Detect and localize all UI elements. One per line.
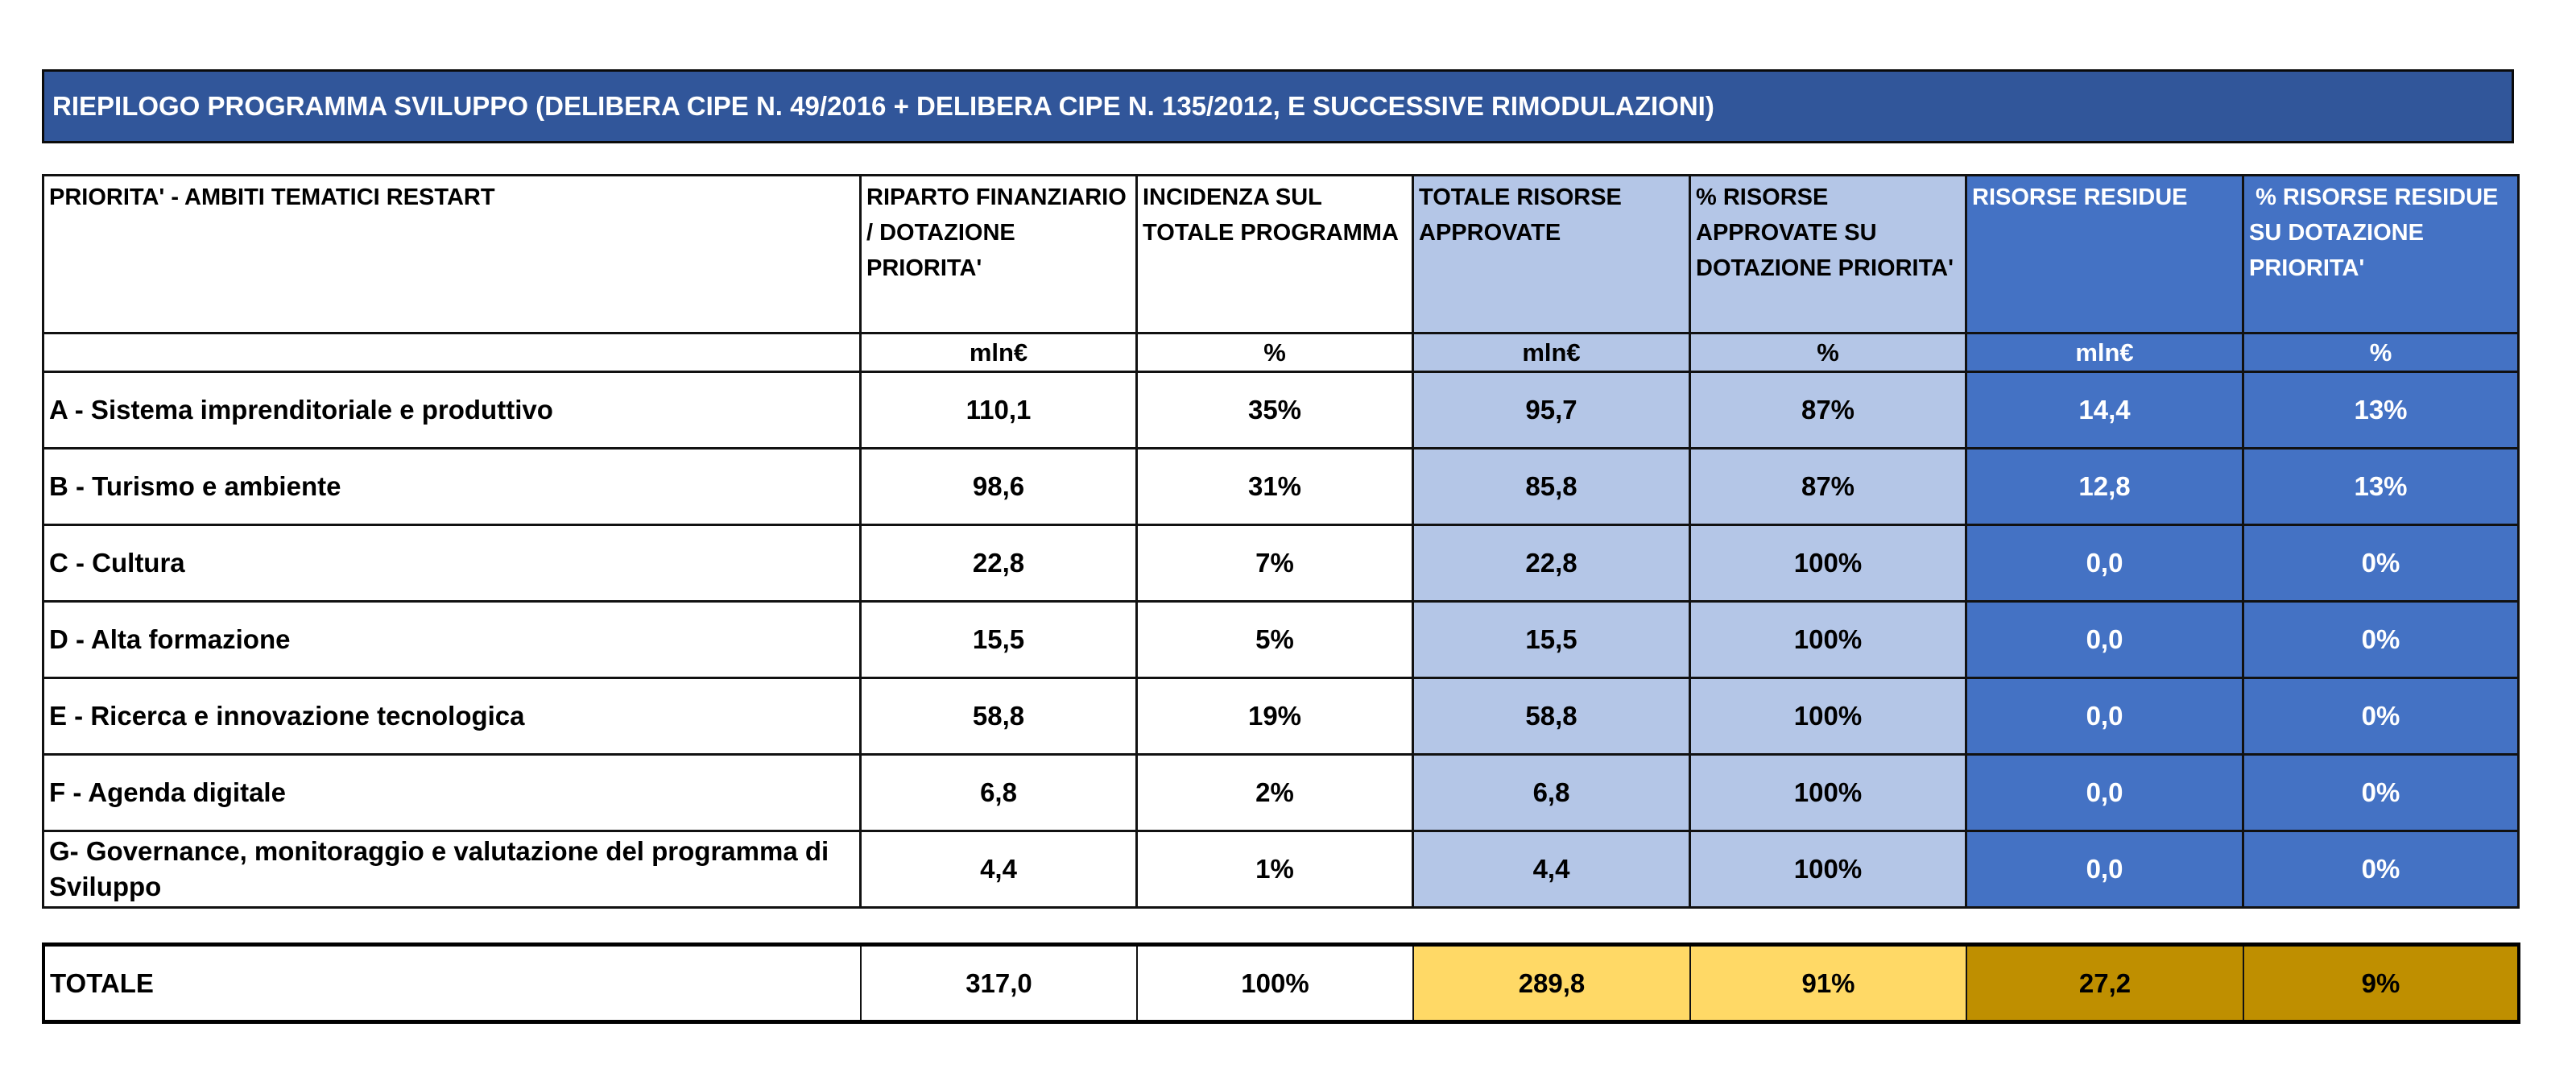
row-approvate: 85,8 (1412, 447, 1691, 526)
row-residue: 0,0 (1965, 677, 2244, 756)
row-label: B - Turismo e ambiente (42, 447, 862, 526)
row-incidenza: 2% (1135, 753, 1414, 832)
row-label: F - Agenda digitale (42, 753, 862, 832)
row-approvate: 15,5 (1412, 600, 1691, 679)
row-pct-approvate: 87% (1689, 447, 1967, 526)
row-residue: 12,8 (1965, 447, 2244, 526)
row-pct-residue: 0% (2242, 524, 2520, 603)
row-approvate: 58,8 (1412, 677, 1691, 756)
row-label: D - Alta formazione (42, 600, 862, 679)
row-label: C - Cultura (42, 524, 862, 603)
header-priorita: PRIORITA' - AMBITI TEMATICI RESTART (42, 174, 862, 334)
total-residue: 27,2 (1966, 944, 2244, 1022)
row-incidenza: 5% (1135, 600, 1414, 679)
row-pct-residue: 0% (2242, 830, 2520, 909)
total-riparto: 317,0 (860, 944, 1138, 1022)
table-row: A - Sistema imprenditoriale e produttivo… (42, 371, 2520, 450)
total-incidenza: 100% (1136, 944, 1414, 1022)
row-residue: 0,0 (1965, 753, 2244, 832)
row-label: G- Governance, monitoraggio e valutazion… (42, 830, 862, 909)
total-pct-residue: 9% (2243, 944, 2520, 1022)
row-residue: 0,0 (1965, 830, 2244, 909)
header-pct-residue: % RISORSE RESIDUE SU DOTAZIONE PRIORITA' (2242, 174, 2520, 334)
row-pct-approvate: 100% (1689, 600, 1967, 679)
table-row: G- Governance, monitoraggio e valutazion… (42, 830, 2520, 909)
row-residue: 0,0 (1965, 600, 2244, 679)
row-riparto: 6,8 (859, 753, 1138, 832)
row-approvate: 6,8 (1412, 753, 1691, 832)
total-row: TOTALE 317,0 100% 289,8 91% 27,2 9% (43, 944, 2520, 1022)
row-riparto: 58,8 (859, 677, 1138, 756)
units-row: mln€ % mln€ % mln€ % (42, 332, 2520, 373)
unit-cell: % (2242, 332, 2520, 373)
row-approvate: 4,4 (1412, 830, 1691, 909)
table-row: C - Cultura 22,8 7% 22,8 100% 0,0 0% (42, 524, 2520, 603)
row-label: E - Ricerca e innovazione tecnologica (42, 677, 862, 756)
row-riparto: 22,8 (859, 524, 1138, 603)
row-residue: 0,0 (1965, 524, 2244, 603)
row-incidenza: 7% (1135, 524, 1414, 603)
row-incidenza: 1% (1135, 830, 1414, 909)
row-pct-approvate: 100% (1689, 524, 1967, 603)
row-approvate: 95,7 (1412, 371, 1691, 450)
row-riparto: 4,4 (859, 830, 1138, 909)
row-pct-approvate: 100% (1689, 753, 1967, 832)
header-pct-approvate: % RISORSE APPROVATE SU DOTAZIONE PRIORIT… (1689, 174, 1967, 334)
row-pct-residue: 0% (2242, 753, 2520, 832)
table-row: D - Alta formazione 15,5 5% 15,5 100% 0,0 0% (42, 600, 2520, 679)
row-approvate: 22,8 (1412, 524, 1691, 603)
row-riparto: 98,6 (859, 447, 1138, 526)
page-title: RIEPILOGO PROGRAMMA SVILUPPO (DELIBERA C… (42, 69, 2514, 143)
total-table: TOTALE 317,0 100% 289,8 91% 27,2 9% (42, 942, 2520, 1024)
row-pct-residue: 0% (2242, 600, 2520, 679)
header-row: PRIORITA' - AMBITI TEMATICI RESTART RIPA… (42, 174, 2520, 334)
row-pct-residue: 13% (2242, 371, 2520, 450)
row-label: A - Sistema imprenditoriale e produttivo (42, 371, 862, 450)
row-pct-approvate: 87% (1689, 371, 1967, 450)
unit-cell: % (1135, 332, 1414, 373)
row-pct-residue: 0% (2242, 677, 2520, 756)
header-totale-approvate: TOTALE RISORSE APPROVATE (1412, 174, 1691, 334)
row-pct-approvate: 100% (1689, 677, 1967, 756)
table-row: F - Agenda digitale 6,8 2% 6,8 100% 0,0 0% (42, 753, 2520, 832)
row-riparto: 15,5 (859, 600, 1138, 679)
unit-cell: mln€ (859, 332, 1138, 373)
table-row: B - Turismo e ambiente 98,6 31% 85,8 87% 12,8… (42, 447, 2520, 526)
unit-cell: % (1689, 332, 1967, 373)
header-riparto: RIPARTO FINANZIARIO / DOTAZIONE PRIORITA… (859, 174, 1138, 334)
summary-table: PRIORITA' - AMBITI TEMATICI RESTART RIPA… (42, 174, 2520, 909)
row-riparto: 110,1 (859, 371, 1138, 450)
table-row: E - Ricerca e innovazione tecnologica 58,… (42, 677, 2520, 756)
total-approvate: 289,8 (1412, 944, 1691, 1022)
row-pct-approvate: 100% (1689, 830, 1967, 909)
unit-cell: mln€ (1965, 332, 2244, 373)
row-pct-residue: 13% (2242, 447, 2520, 526)
row-incidenza: 35% (1135, 371, 1414, 450)
unit-cell (42, 332, 862, 373)
row-residue: 14,4 (1965, 371, 2244, 450)
row-incidenza: 19% (1135, 677, 1414, 756)
header-incidenza: INCIDENZA SUL TOTALE PROGRAMMA (1135, 174, 1414, 334)
unit-cell: mln€ (1412, 332, 1691, 373)
total-label: TOTALE (43, 944, 862, 1022)
row-incidenza: 31% (1135, 447, 1414, 526)
header-risorse-residue: RISORSE RESIDUE (1965, 174, 2244, 334)
total-pct-approvate: 91% (1689, 944, 1967, 1022)
